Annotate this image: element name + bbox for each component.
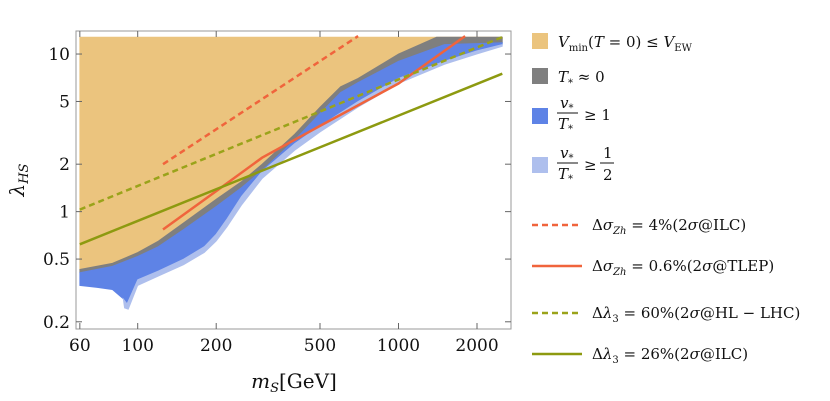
- regions-layer: [79, 36, 503, 310]
- legend-swatch-tstar: [532, 68, 548, 84]
- x-tick-label: 200: [200, 336, 232, 356]
- legend-swatch-ratio-1: [532, 108, 548, 124]
- y-axis-title: λHS: [5, 163, 32, 197]
- legend-item-vmin: Vmin(T = 0) ≤ VEW: [532, 33, 693, 54]
- y-tick-label: 1: [59, 203, 70, 223]
- x-tick-label: 500: [304, 336, 336, 356]
- svg-text:1: 1: [603, 144, 613, 162]
- x-axis-title: mS[GeV]: [251, 369, 337, 396]
- legend-label-l3-26: Δλ3 = 26%(2σ@ILC): [592, 345, 748, 366]
- svg-text:v*: v*: [560, 144, 573, 164]
- series-line-0: [162, 35, 359, 166]
- svg-text:≥: ≥: [584, 156, 597, 174]
- legend-swatch-vmin: [532, 33, 548, 49]
- y-tick-label: 5: [59, 92, 70, 112]
- lines-layer: [79, 35, 503, 246]
- x-tick-label: 100: [121, 336, 153, 356]
- x-axis-ticks: 60 100 200 500 1000 2000: [69, 31, 499, 356]
- svg-text:≥ 1: ≥ 1: [584, 106, 611, 124]
- y-tick-label: 0.2: [43, 313, 70, 333]
- legend-label-ratio-1: v* T* ≥ 1: [557, 94, 611, 135]
- x-tick-label: 60: [69, 336, 91, 356]
- svg-text:T*: T*: [558, 115, 573, 135]
- plot-frame: [75, 30, 512, 330]
- legend-swatch-ratio-half: [532, 157, 548, 173]
- legend-item-tstar: T* ≈ 0: [532, 68, 605, 89]
- svg-text:v*: v*: [560, 94, 573, 114]
- legend-label-l3-60: Δλ3 = 60%(2σ@HL − LHC): [592, 304, 800, 325]
- legend-item-l3-26: Δλ3 = 26%(2σ@ILC): [532, 345, 748, 366]
- y-tick-label: 2: [59, 155, 70, 175]
- y-tick-label: 10: [48, 45, 70, 65]
- svg-text:2: 2: [603, 166, 613, 184]
- svg-text:T*: T*: [558, 165, 573, 185]
- y-axis-ticks: 0.2 0.5 1 2 5 10: [43, 45, 511, 333]
- legend-item-zh-4: ΔσZh = 4%(2σ@ILC): [532, 216, 746, 237]
- region-3: [122, 43, 503, 310]
- legend: Vmin(T = 0) ≤ VEW T* ≈ 0 v* T* ≥ 1 v* T*: [532, 33, 800, 366]
- y-tick-label: 0.5: [43, 250, 70, 270]
- legend-label-vmin: Vmin(T = 0) ≤ VEW: [558, 33, 693, 54]
- legend-item-ratio-1: v* T* ≥ 1: [532, 94, 611, 135]
- legend-item-ratio-half: v* T* ≥ 1 2: [532, 144, 614, 185]
- legend-label-zh-06: ΔσZh = 0.6%(2σ@TLEP): [592, 257, 774, 278]
- x-tick-label: 2000: [455, 336, 498, 356]
- legend-label-tstar: T* ≈ 0: [558, 68, 605, 89]
- legend-label-zh-4: ΔσZh = 4%(2σ@ILC): [592, 216, 746, 237]
- series-line-2: [79, 35, 503, 211]
- series-line-3: [79, 72, 503, 246]
- legend-item-l3-60: Δλ3 = 60%(2σ@HL − LHC): [532, 304, 800, 325]
- legend-label-ratio-half: v* T* ≥ 1 2: [557, 144, 614, 185]
- legend-item-zh-06: ΔσZh = 0.6%(2σ@TLEP): [532, 257, 774, 278]
- x-tick-label: 1000: [377, 336, 420, 356]
